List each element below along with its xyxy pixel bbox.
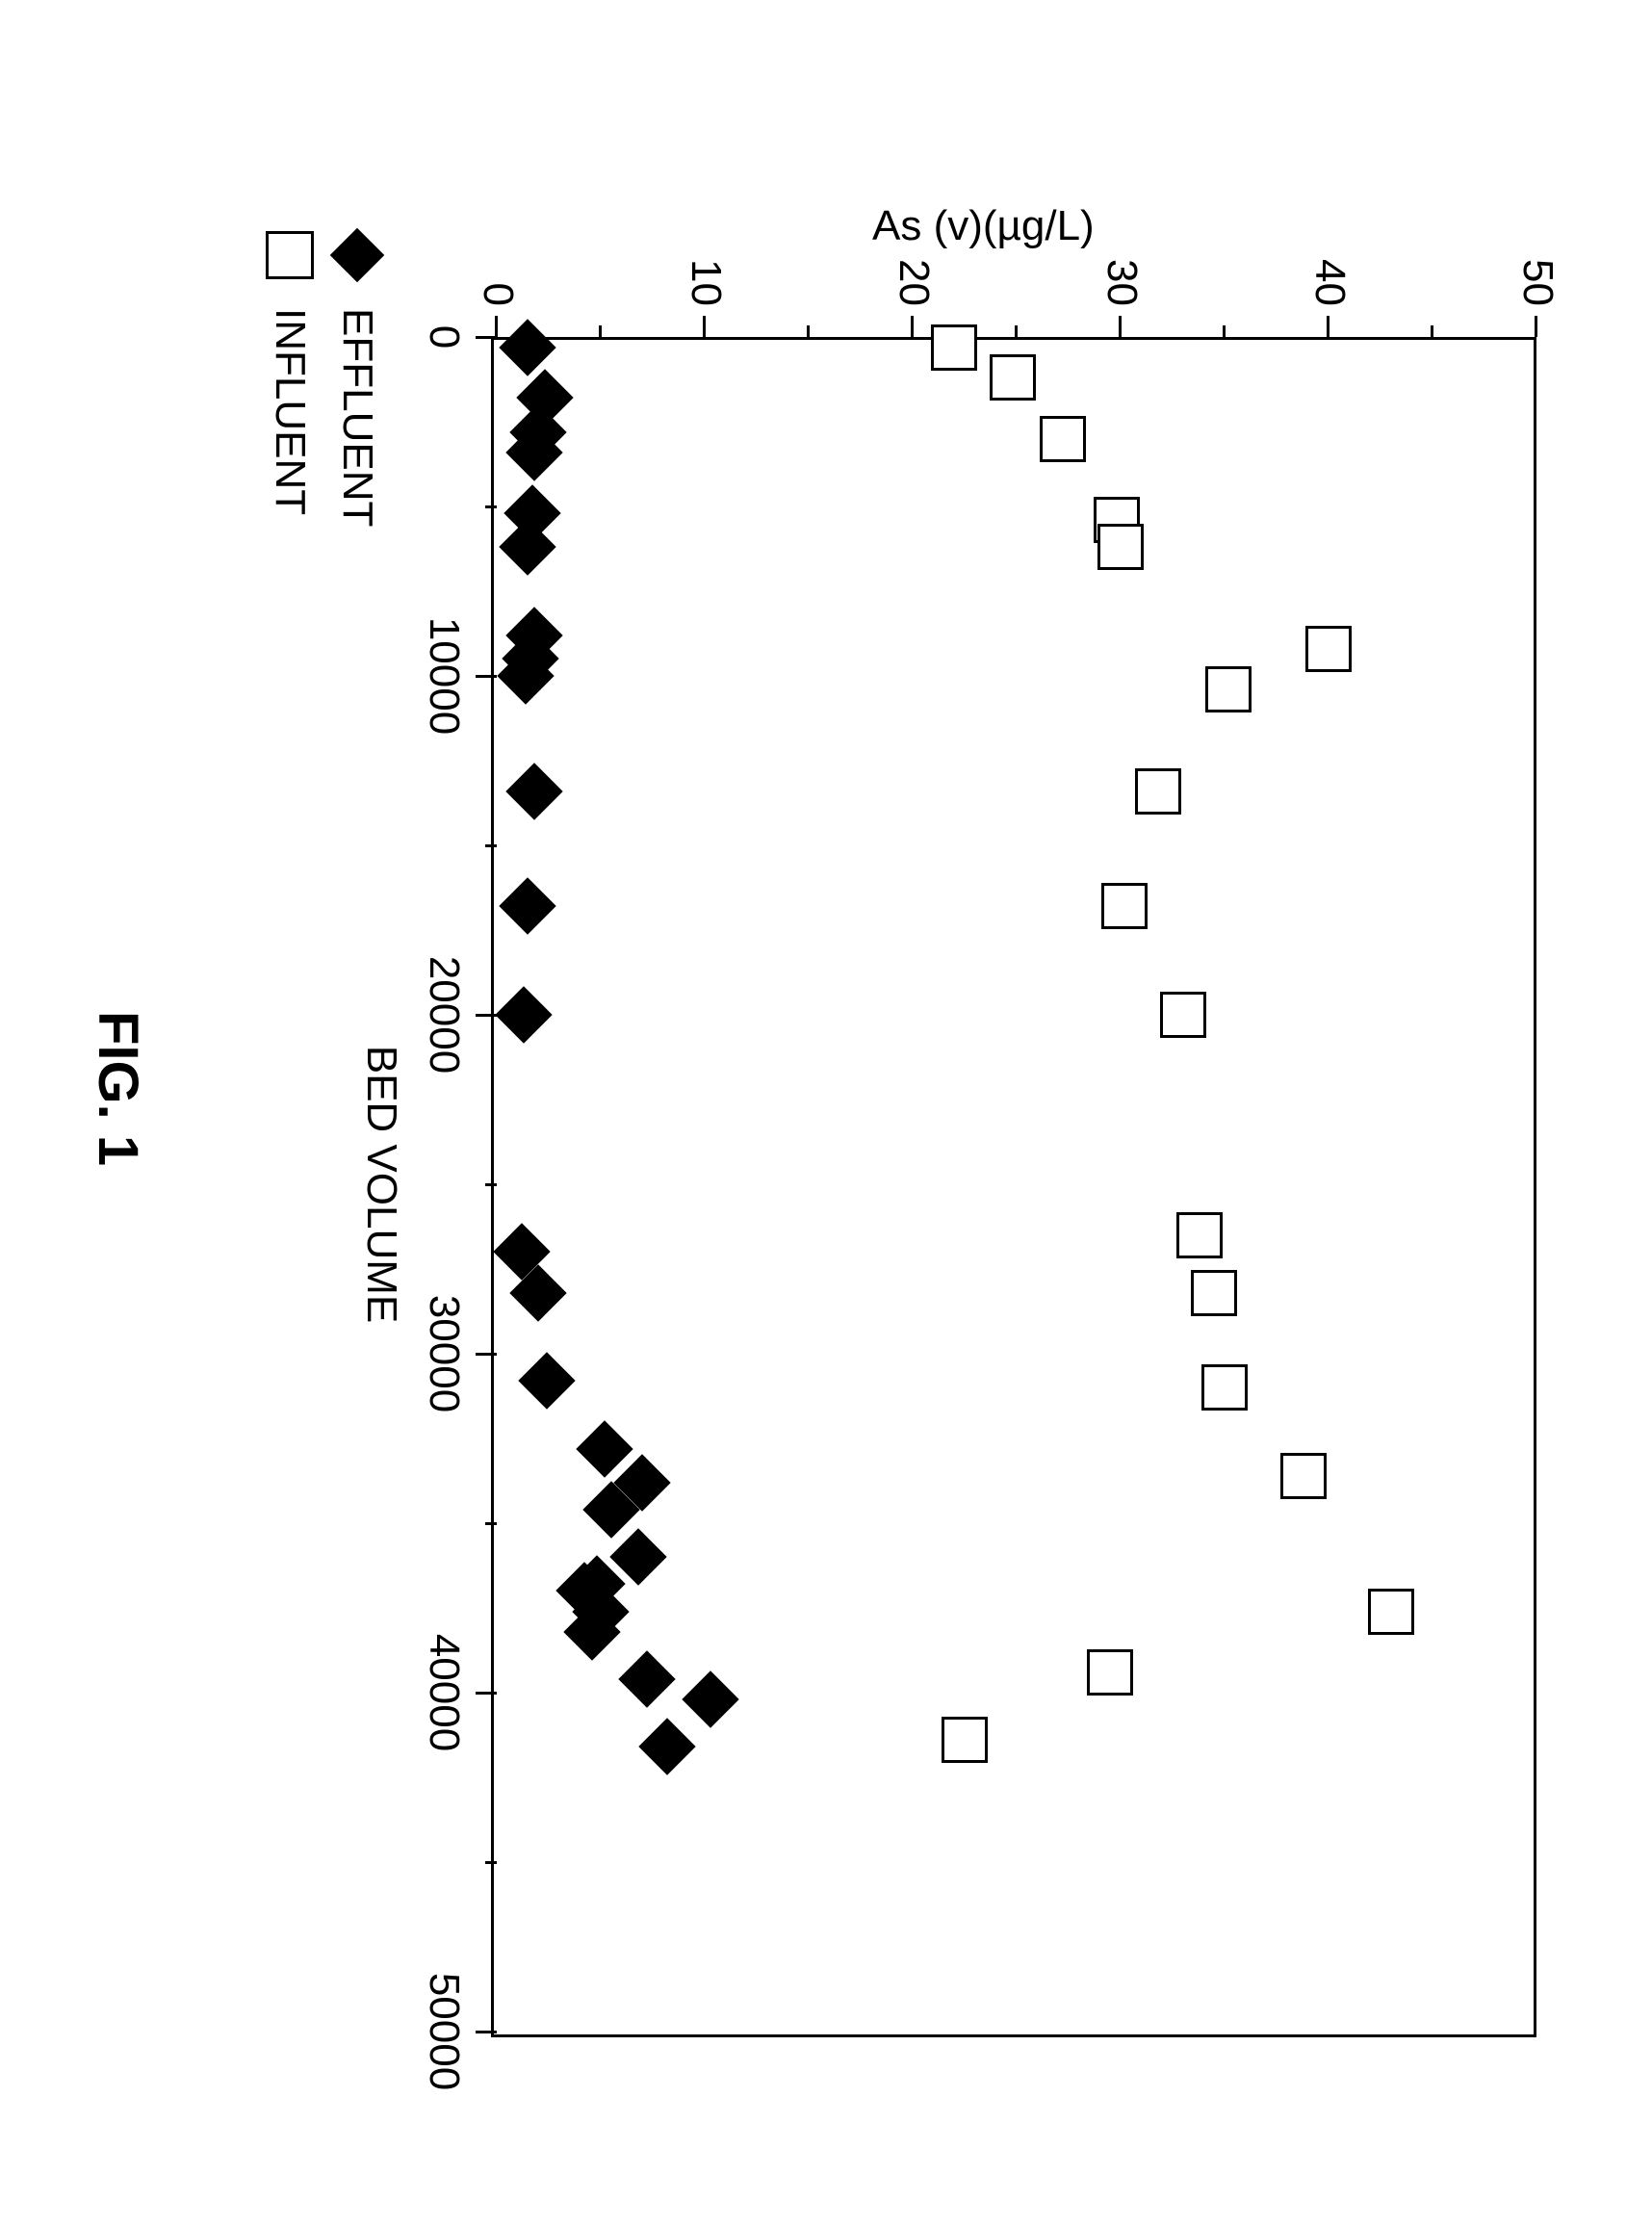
legend-row: INFLUENT — [266, 231, 314, 527]
y-minor-tick — [807, 325, 810, 337]
influent-point — [1160, 992, 1206, 1038]
legend-marker-square-icon — [266, 231, 314, 279]
x-tick — [476, 1692, 497, 1695]
y-minor-tick — [599, 325, 602, 337]
plot-area — [491, 337, 1536, 2037]
y-axis-label: As (v)(µg/L) — [872, 202, 1095, 250]
x-tick — [476, 336, 497, 339]
y-tick — [1535, 316, 1537, 337]
legend-label: EFFLUENT — [333, 308, 381, 527]
y-tick-label: 20 — [890, 259, 938, 306]
y-tick — [1119, 316, 1122, 337]
y-tick — [1327, 316, 1329, 337]
influent-point — [990, 354, 1036, 401]
influent-point — [1087, 1649, 1133, 1696]
influent-point — [1097, 524, 1144, 570]
x-tick-label: 20000 — [420, 947, 468, 1082]
x-tick-label: 10000 — [420, 609, 468, 743]
x-axis-label: BED VOLUME — [357, 992, 405, 1377]
x-tick — [476, 2031, 497, 2033]
influent-point — [1191, 1270, 1237, 1316]
x-minor-tick — [485, 1861, 497, 1864]
x-tick — [476, 1353, 497, 1356]
y-tick-label: 10 — [682, 259, 730, 306]
influent-point — [1040, 416, 1086, 462]
legend-marker-diamond-icon — [330, 228, 385, 283]
influent-point — [1368, 1589, 1414, 1635]
y-tick-label: 30 — [1097, 259, 1146, 306]
influent-point — [1176, 1212, 1223, 1258]
y-tick — [911, 316, 914, 337]
x-tick-label: 40000 — [420, 1625, 468, 1760]
influent-point — [1201, 1364, 1248, 1411]
influent-point — [942, 1717, 988, 1763]
influent-point — [931, 324, 977, 371]
x-minor-tick — [485, 505, 497, 508]
x-tick-label: 30000 — [420, 1286, 468, 1421]
influent-point — [1280, 1453, 1327, 1499]
y-minor-tick — [1015, 325, 1018, 337]
y-tick-label: 40 — [1305, 259, 1354, 306]
x-tick — [476, 675, 497, 678]
y-minor-tick — [1431, 325, 1433, 337]
y-tick-label: 50 — [1513, 259, 1562, 306]
legend: EFFLUENT INFLUENT — [246, 231, 381, 527]
influent-point — [1101, 883, 1148, 929]
legend-label: INFLUENT — [266, 308, 314, 515]
x-minor-tick — [485, 844, 497, 847]
x-minor-tick — [485, 1522, 497, 1525]
y-minor-tick — [1223, 325, 1226, 337]
influent-point — [1305, 626, 1352, 672]
y-tick — [703, 316, 706, 337]
x-tick-label: 50000 — [420, 1964, 468, 2099]
influent-point — [1135, 768, 1181, 815]
legend-row: EFFLUENT — [333, 231, 381, 527]
figure-caption: FIG. 1 — [86, 1011, 150, 1166]
x-minor-tick — [485, 1183, 497, 1186]
y-tick — [495, 316, 498, 337]
chart-canvas: 0 10000 20000 30000 40000 50000 20 30 40 50 0 10 BED… — [0, 0, 1652, 2227]
y-tick-label: 0 — [474, 283, 522, 306]
x-tick — [476, 1014, 497, 1017]
influent-point — [1205, 666, 1252, 712]
x-tick-label: 0 — [420, 270, 468, 404]
